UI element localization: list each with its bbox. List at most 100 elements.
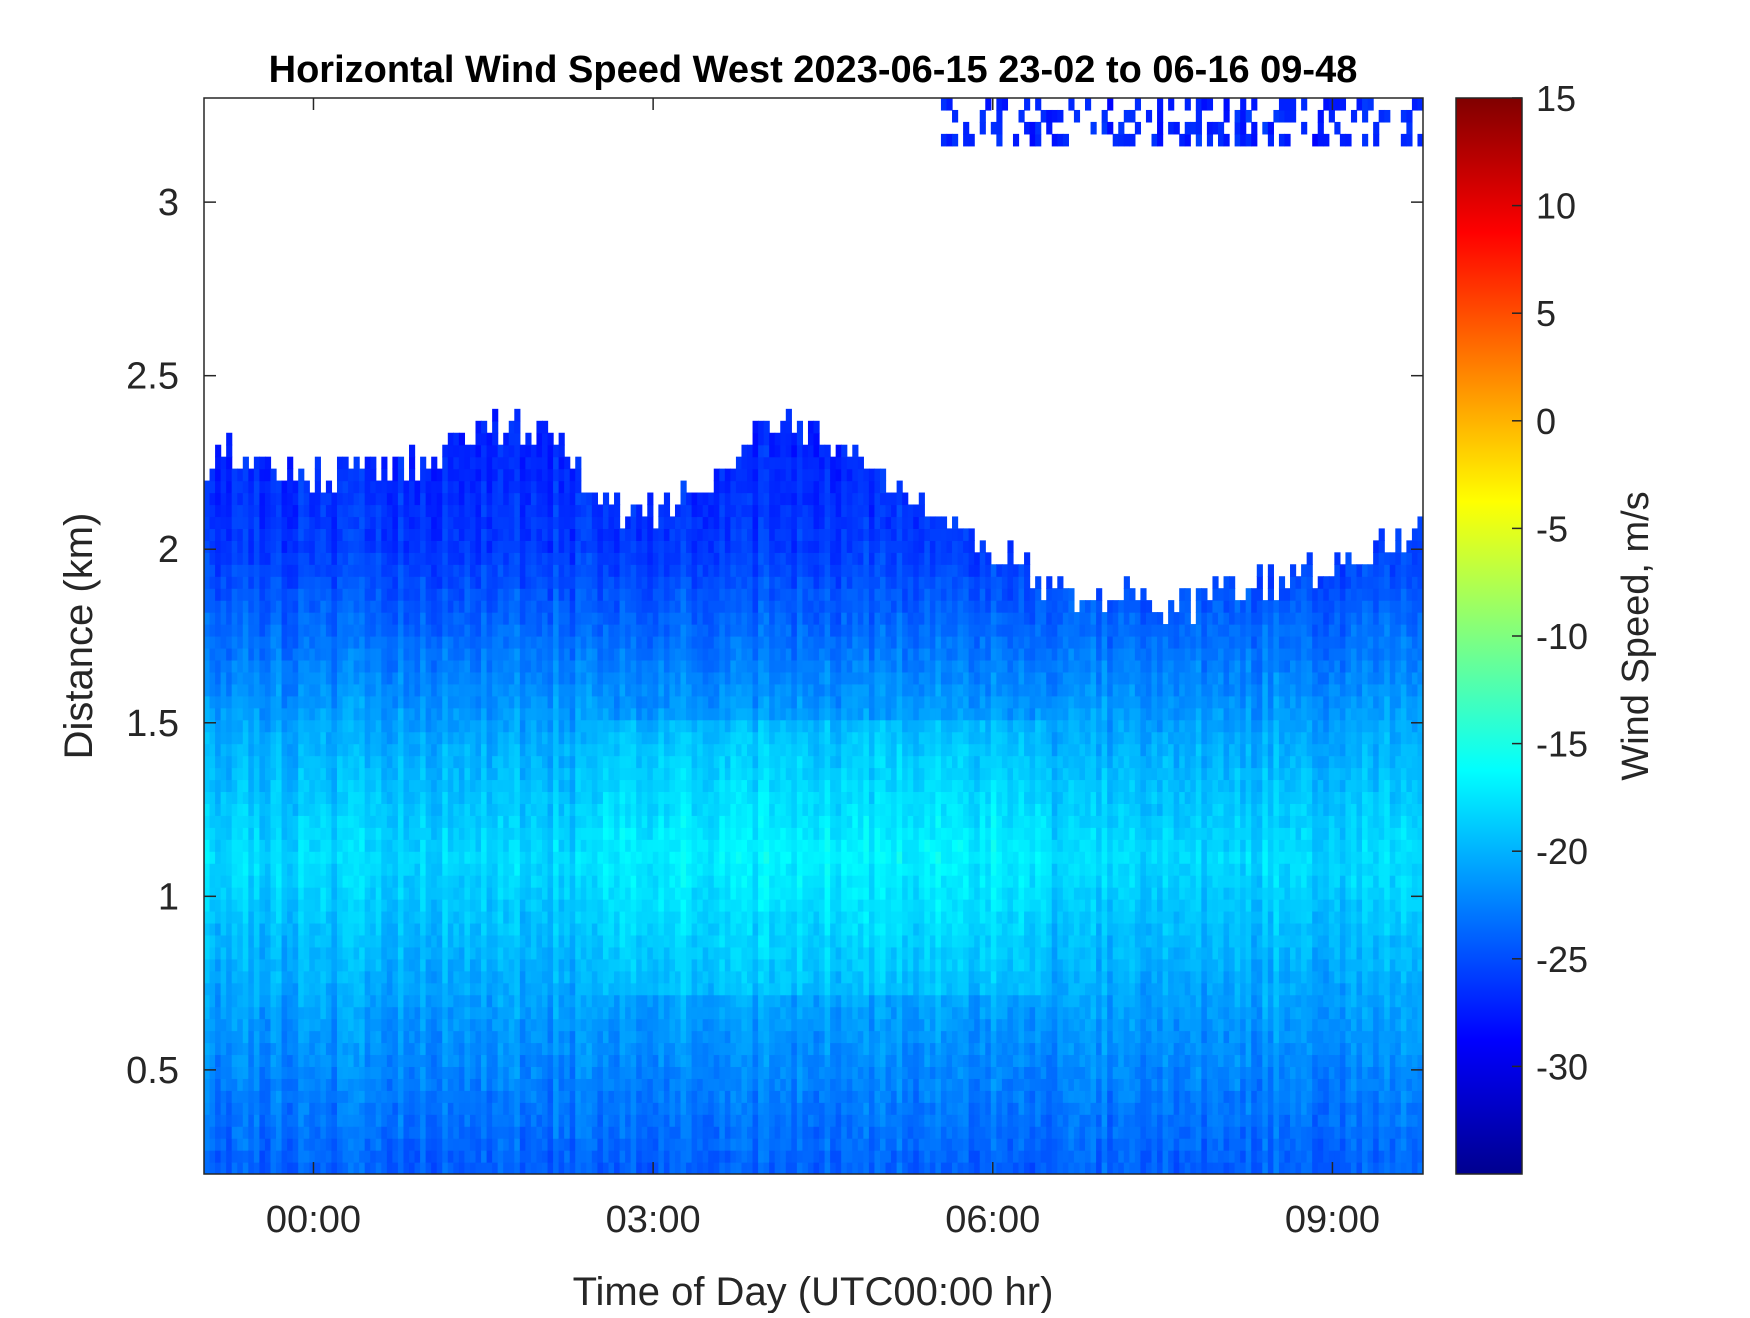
- heatmap-cell: [204, 492, 211, 506]
- heatmap-cell: [458, 1162, 466, 1174]
- heatmap-cell: [414, 707, 421, 721]
- heatmap-cell: [553, 552, 560, 565]
- heatmap-cell: [259, 707, 266, 721]
- heatmap-cell: [364, 1162, 371, 1174]
- heatmap-cell: [442, 1138, 449, 1151]
- heatmap-cell: [614, 528, 621, 541]
- heatmap-cell: [259, 659, 266, 673]
- heatmap-cell: [542, 1162, 549, 1174]
- heatmap-cell: [569, 946, 576, 960]
- heatmap-cell: [364, 982, 371, 996]
- heatmap-cell: [204, 1078, 211, 1091]
- heatmap-cell: [237, 899, 244, 912]
- heatmap-cell: [591, 516, 598, 529]
- heatmap-cell: [281, 958, 288, 972]
- heatmap-cell: [553, 600, 560, 613]
- heatmap-cell: [652, 1042, 659, 1056]
- heatmap-cell: [447, 1078, 454, 1091]
- heatmap-cell: [325, 743, 333, 757]
- heatmap-cell: [259, 576, 266, 589]
- heatmap-cell: [386, 1114, 393, 1127]
- heatmap-cell: [270, 600, 277, 613]
- heatmap-cell: [580, 863, 587, 876]
- heatmap-cell: [486, 600, 493, 613]
- heatmap-cell: [359, 815, 366, 828]
- heatmap-cell: [242, 588, 249, 601]
- heatmap-cell: [586, 659, 593, 673]
- heatmap-cell: [237, 731, 244, 745]
- heatmap-cell: [220, 922, 227, 936]
- heatmap-cell: [287, 743, 294, 757]
- heatmap-cell: [619, 624, 626, 637]
- heatmap-cell: [237, 528, 244, 541]
- heatmap-cell: [469, 851, 477, 864]
- heatmap-cell: [647, 982, 654, 996]
- heatmap-cell: [641, 1102, 648, 1115]
- heatmap-cell: [314, 1150, 321, 1163]
- heatmap-cell: [569, 982, 576, 996]
- heatmap-cell: [658, 743, 665, 757]
- heatmap-cell: [542, 767, 549, 781]
- heatmap-cell: [458, 1030, 466, 1044]
- heatmap-cell: [608, 887, 615, 900]
- heatmap-cell: [630, 1150, 637, 1163]
- heatmap-cell: [436, 636, 443, 649]
- heatmap-cell: [409, 791, 416, 804]
- heatmap-cell: [375, 576, 382, 589]
- heatmap-cell: [220, 839, 227, 852]
- heatmap-cell: [414, 839, 421, 852]
- heatmap-cell: [447, 1102, 454, 1115]
- heatmap-cell: [342, 588, 349, 601]
- heatmap-cell: [475, 1090, 482, 1103]
- heatmap-cell: [641, 600, 648, 613]
- heatmap-cell: [663, 659, 671, 673]
- heatmap-cell: [586, 815, 593, 828]
- heatmap-cell: [580, 504, 587, 518]
- heatmap-cell: [652, 695, 659, 709]
- heatmap-cell: [420, 970, 427, 984]
- heatmap-cell: [514, 456, 521, 470]
- heatmap-cell: [336, 863, 344, 876]
- heatmap-cell: [508, 456, 515, 470]
- heatmap-cell: [663, 719, 671, 733]
- heatmap-cell: [331, 779, 338, 793]
- heatmap-cell: [508, 1054, 515, 1067]
- heatmap-cell: [309, 552, 316, 565]
- heatmap-cell: [359, 1078, 366, 1091]
- heatmap-cell: [564, 1018, 571, 1032]
- heatmap-cell: [336, 624, 344, 637]
- heatmap-cell: [386, 600, 393, 613]
- heatmap-cell: [309, 659, 316, 673]
- heatmap-cell: [364, 958, 371, 972]
- heatmap-cell: [602, 552, 610, 565]
- heatmap-cell: [508, 707, 515, 721]
- heatmap-cell: [342, 719, 349, 733]
- heatmap-cell: [281, 875, 288, 888]
- heatmap-cell: [431, 922, 438, 936]
- heatmap-cell: [514, 647, 521, 661]
- heatmap-cell: [392, 564, 399, 577]
- heatmap-cell: [530, 456, 538, 470]
- heatmap-cell: [458, 504, 466, 518]
- heatmap-cell: [353, 600, 360, 613]
- heatmap-cell: [464, 970, 471, 984]
- heatmap-cell: [530, 671, 538, 685]
- heatmap-cell: [464, 600, 471, 613]
- heatmap-cell: [259, 887, 266, 900]
- heatmap-cell: [636, 504, 643, 518]
- heatmap-cell: [586, 588, 593, 601]
- heatmap-cell: [625, 1018, 632, 1032]
- heatmap-cell: [469, 456, 477, 470]
- heatmap-cell: [287, 982, 294, 996]
- heatmap-cell: [276, 791, 283, 804]
- heatmap-cell: [630, 815, 637, 828]
- heatmap-cell: [336, 1138, 344, 1151]
- heatmap-cell: [636, 600, 643, 613]
- heatmap-cell: [309, 958, 316, 972]
- heatmap-cell: [370, 827, 377, 840]
- heatmap-cell: [625, 970, 632, 984]
- heatmap-cell: [231, 899, 238, 912]
- heatmap-cell: [553, 1042, 560, 1056]
- heatmap-cell: [536, 647, 543, 661]
- heatmap-cell: [608, 1018, 615, 1032]
